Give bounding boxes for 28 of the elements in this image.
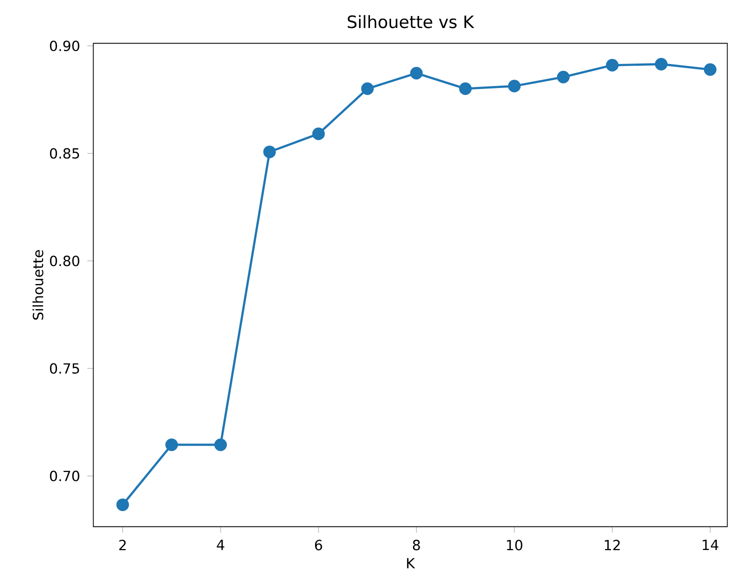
point — [165, 438, 178, 452]
point — [704, 63, 716, 76]
x-tick-label: 2 — [119, 540, 126, 550]
point — [459, 82, 472, 95]
point — [214, 438, 227, 452]
point — [508, 80, 521, 92]
x-axis-title: K — [407, 558, 416, 568]
x-tick-label: 4 — [216, 540, 224, 550]
point — [312, 128, 325, 140]
x-tick-label: 6 — [315, 540, 322, 550]
y-axis-title: Silhouette — [32, 250, 44, 320]
point — [116, 498, 129, 512]
point — [556, 70, 570, 84]
point — [410, 66, 423, 80]
x-tick-label: 10 — [506, 540, 522, 550]
point — [361, 82, 374, 95]
y-tick-label: 0.85 — [50, 148, 80, 159]
y-tick-label: 0.75 — [50, 363, 80, 374]
point — [263, 146, 276, 158]
y-tick-label: 0.70 — [50, 470, 80, 482]
x-tick-label: 8 — [412, 540, 420, 550]
x-tick-label: 12 — [604, 540, 620, 550]
y-tick-label: 0.90 — [50, 40, 80, 52]
point — [606, 58, 619, 72]
x-tick-label: 14 — [702, 540, 718, 550]
chart-title: Silhouette vs K — [348, 15, 474, 28]
point — [654, 58, 668, 70]
y-tick-label: 0.80 — [50, 256, 80, 266]
